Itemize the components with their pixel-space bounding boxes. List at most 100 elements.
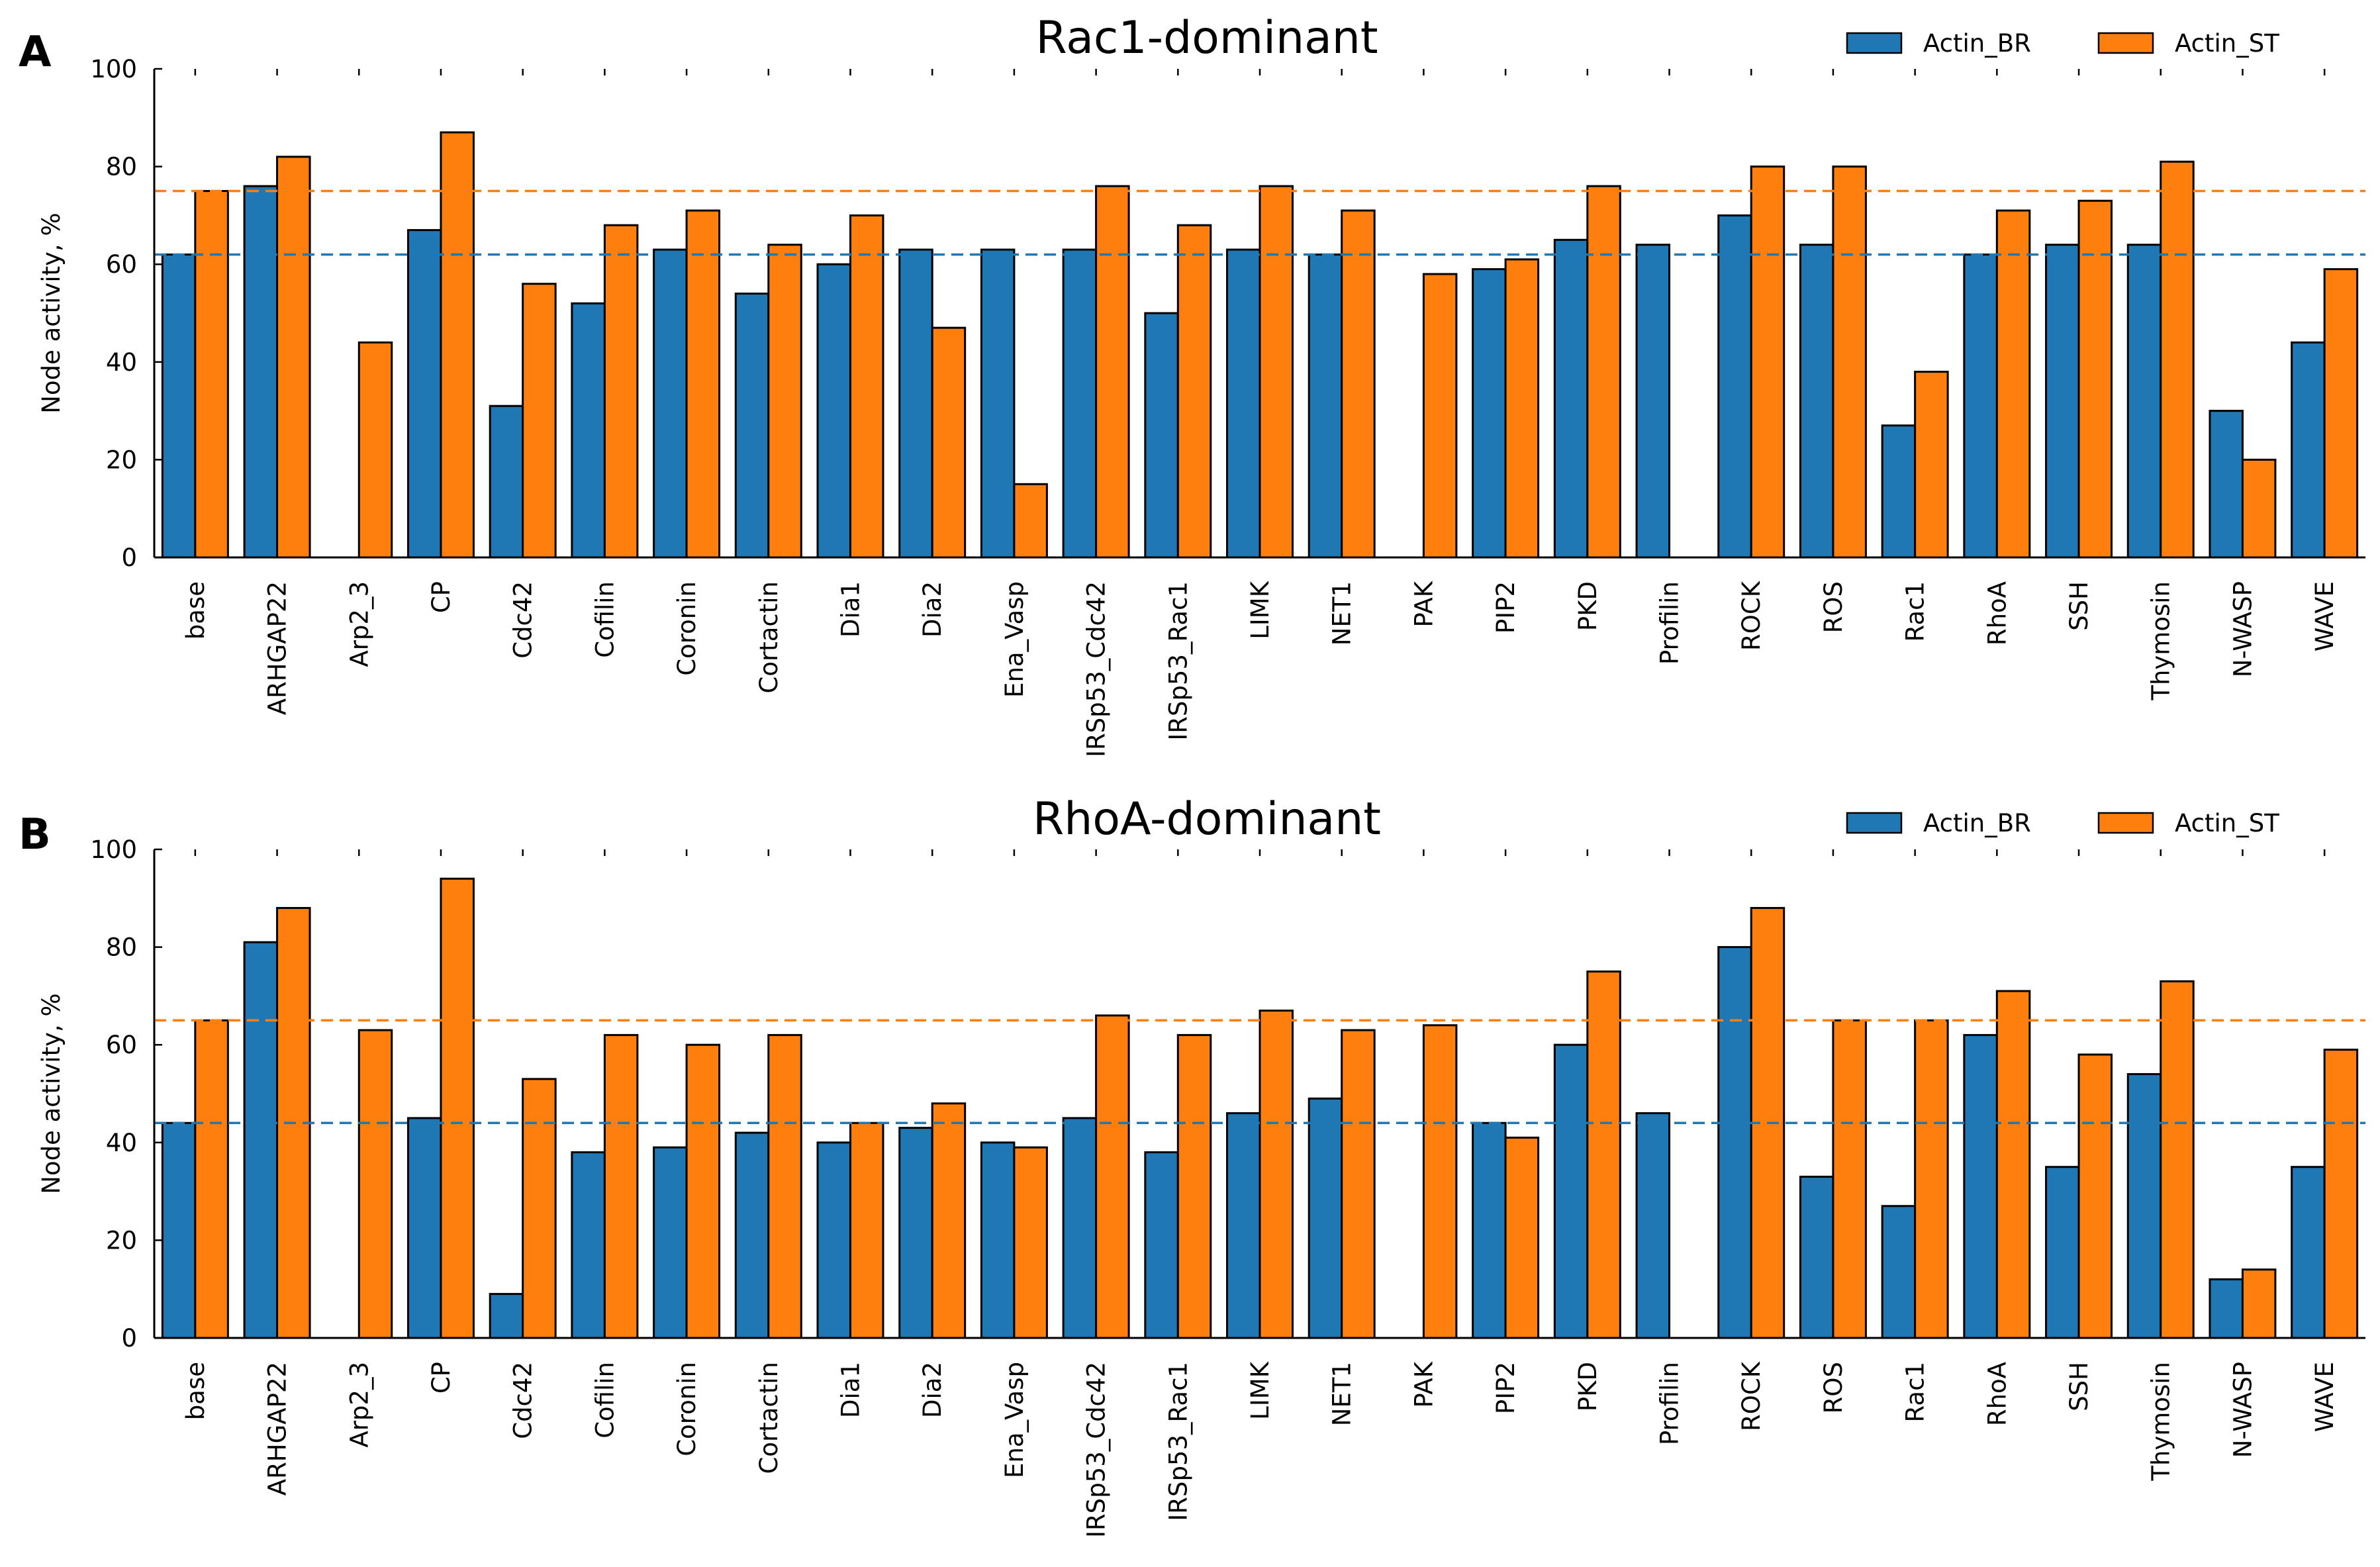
legend-swatch-actin-br bbox=[1846, 812, 1903, 834]
bar-actin-st-net1 bbox=[1341, 1029, 1376, 1339]
x-tick-label: Coronin bbox=[673, 581, 701, 676]
x-tick-label: Profilin bbox=[1656, 581, 1684, 665]
x-tick-label: Ena_Vasp bbox=[1000, 581, 1029, 698]
bar-actin-st-wave bbox=[2323, 1049, 2359, 1339]
x-tick-label: Ena_Vasp bbox=[1000, 1362, 1029, 1478]
bar-actin-br-base bbox=[161, 253, 197, 559]
bar-actin-st-pak bbox=[1422, 1024, 1458, 1339]
bar-actin-br-irsp53_cdc42 bbox=[1062, 248, 1098, 559]
bar-actin-br-cp bbox=[406, 1117, 442, 1339]
x-tick-label: WAVE bbox=[2310, 581, 2339, 651]
bar-actin-br-cofilin bbox=[571, 1151, 606, 1339]
x-tick-label: Thymosin bbox=[2147, 581, 2175, 701]
bar-actin-br-rock bbox=[1717, 214, 1752, 559]
y-tick-label: 0 bbox=[121, 544, 137, 572]
legend-label-actin-st: Actin_ST bbox=[2175, 29, 2279, 58]
x-tick-label: Dia1 bbox=[836, 1362, 865, 1418]
chart-panel-b: B RhoA-dominant base ARHGAP22 Arp2_3 CP Cdc42 C… bbox=[19, 793, 2365, 1538]
bar-actin-st-ena_vasp bbox=[1013, 483, 1048, 559]
bar-actin-st-dia1 bbox=[849, 1121, 884, 1339]
bar-actin-br-pkd bbox=[1553, 1043, 1589, 1339]
bar-actin-br-cdc42 bbox=[489, 404, 524, 559]
bar-actin-st-coronin bbox=[685, 209, 721, 559]
bar-actin-st-cofilin bbox=[603, 1033, 639, 1339]
bar-actin-st-irsp53_cdc42 bbox=[1095, 1014, 1130, 1339]
bar-actin-st-pkd bbox=[1586, 971, 1621, 1339]
bar-actin-br-ena_vasp bbox=[980, 1141, 1016, 1339]
bar-actin-br-irsp53_rac1 bbox=[1144, 312, 1179, 559]
bar-actin-br-ssh bbox=[2045, 1166, 2080, 1339]
bar-actin-br-cortactin bbox=[734, 1131, 770, 1339]
legend-label-actin-st: Actin_ST bbox=[2175, 809, 2279, 837]
bar-actin-st-irsp53_rac1 bbox=[1176, 224, 1212, 559]
x-tick-label: Cortactin bbox=[755, 581, 783, 693]
x-tick-label: IRSp53_Rac1 bbox=[1164, 581, 1192, 741]
bar-actin-st-cp bbox=[440, 131, 475, 559]
legend-label-actin-br: Actin_BR bbox=[1923, 809, 2031, 837]
x-tick-label: IRSp53_Cdc42 bbox=[1082, 1362, 1111, 1538]
x-tick-label: NET1 bbox=[1328, 1362, 1357, 1426]
bar-actin-br-profilin bbox=[1635, 244, 1671, 559]
x-tick-label: base bbox=[181, 1362, 210, 1420]
bar-actin-br-n-wasp bbox=[2209, 410, 2244, 559]
y-axis-label: Node activity, % bbox=[37, 993, 66, 1194]
bar-actin-br-ena_vasp bbox=[980, 248, 1016, 559]
bar-actin-st-cortactin bbox=[767, 244, 802, 559]
bar-actin-st-n-wasp bbox=[2241, 458, 2277, 559]
x-tick-label: PAK bbox=[1409, 580, 1438, 627]
bar-actin-br-pip2 bbox=[1472, 268, 1507, 559]
bar-actin-br-limk bbox=[1226, 1112, 1261, 1339]
bar-actin-br-rac1 bbox=[1881, 424, 1917, 559]
bar-actin-st-pip2 bbox=[1504, 1136, 1540, 1339]
x-tick-label: Rac1 bbox=[1901, 1362, 1930, 1422]
chart-panel-a: A Rac1-dominant base ARHGAP22 Arp2_3 CP Cdc42 C… bbox=[19, 12, 2365, 757]
x-tick-label: ROS bbox=[1819, 1362, 1848, 1413]
bar-actin-st-thymosin bbox=[2160, 160, 2195, 559]
bar-actin-br-dia2 bbox=[898, 1127, 933, 1339]
bar-actin-st-cortactin bbox=[767, 1033, 802, 1339]
bar-actin-st-cp bbox=[440, 877, 475, 1339]
x-tick-label: Thymosin bbox=[2147, 1362, 2175, 1482]
x-tick-label: LIMK bbox=[1246, 580, 1274, 639]
bar-actin-br-net1 bbox=[1308, 253, 1343, 559]
bar-actin-br-net1 bbox=[1308, 1097, 1343, 1339]
bar-actin-br-cp bbox=[406, 229, 442, 559]
bar-actin-st-ssh bbox=[2077, 1053, 2113, 1339]
x-tick-label: Rac1 bbox=[1901, 581, 1930, 641]
bar-actin-br-thymosin bbox=[2126, 244, 2162, 559]
x-tick-label: N-WASP bbox=[2228, 581, 2257, 677]
bar-actin-br-dia1 bbox=[816, 1141, 851, 1339]
bar-actin-br-dia2 bbox=[898, 248, 933, 559]
y-tick-label: 40 bbox=[106, 1129, 137, 1157]
bar-actin-br-dia1 bbox=[816, 263, 851, 559]
bar-actin-br-arhgap22 bbox=[243, 941, 279, 1339]
bar-actin-st-wave bbox=[2323, 268, 2359, 559]
x-tick-label: ROCK bbox=[1737, 1360, 1766, 1431]
bar-actin-st-base bbox=[194, 190, 229, 559]
bar-actin-br-cdc42 bbox=[489, 1293, 524, 1339]
bar-actin-br-base bbox=[161, 1121, 197, 1339]
y-tick-label: 20 bbox=[106, 1226, 137, 1255]
x-tick-label: Arp2_3 bbox=[345, 581, 373, 667]
x-tick-label: LIMK bbox=[1246, 1360, 1274, 1419]
chart-title: Rac1-dominant bbox=[1035, 12, 1378, 64]
y-tick-label: 0 bbox=[121, 1324, 137, 1353]
bar-actin-br-rock bbox=[1717, 946, 1752, 1339]
bar-actin-st-irsp53_rac1 bbox=[1176, 1033, 1212, 1339]
x-tick-label: IRSp53_Cdc42 bbox=[1082, 581, 1111, 757]
bar-actin-st-pak bbox=[1422, 273, 1458, 559]
bar-actin-st-rac1 bbox=[1914, 371, 1949, 559]
x-tick-label: PIP2 bbox=[1492, 1362, 1520, 1414]
bar-actin-st-net1 bbox=[1341, 209, 1376, 559]
bar-actin-br-thymosin bbox=[2126, 1072, 2162, 1339]
x-tick-label: Cdc42 bbox=[509, 581, 538, 659]
legend-swatch-actin-st bbox=[2097, 32, 2154, 54]
bar-actin-st-rac1 bbox=[1914, 1019, 1949, 1339]
bar-actin-st-cdc42 bbox=[522, 1078, 557, 1339]
x-tick-label: ROS bbox=[1819, 581, 1848, 633]
bar-actin-br-rhoa bbox=[1963, 1033, 1998, 1339]
x-tick-label: ROCK bbox=[1737, 580, 1766, 651]
x-tick-label: N-WASP bbox=[2228, 1362, 2257, 1458]
bar-actin-st-n-wasp bbox=[2241, 1268, 2277, 1339]
x-tick-label: PKD bbox=[1574, 581, 1602, 631]
